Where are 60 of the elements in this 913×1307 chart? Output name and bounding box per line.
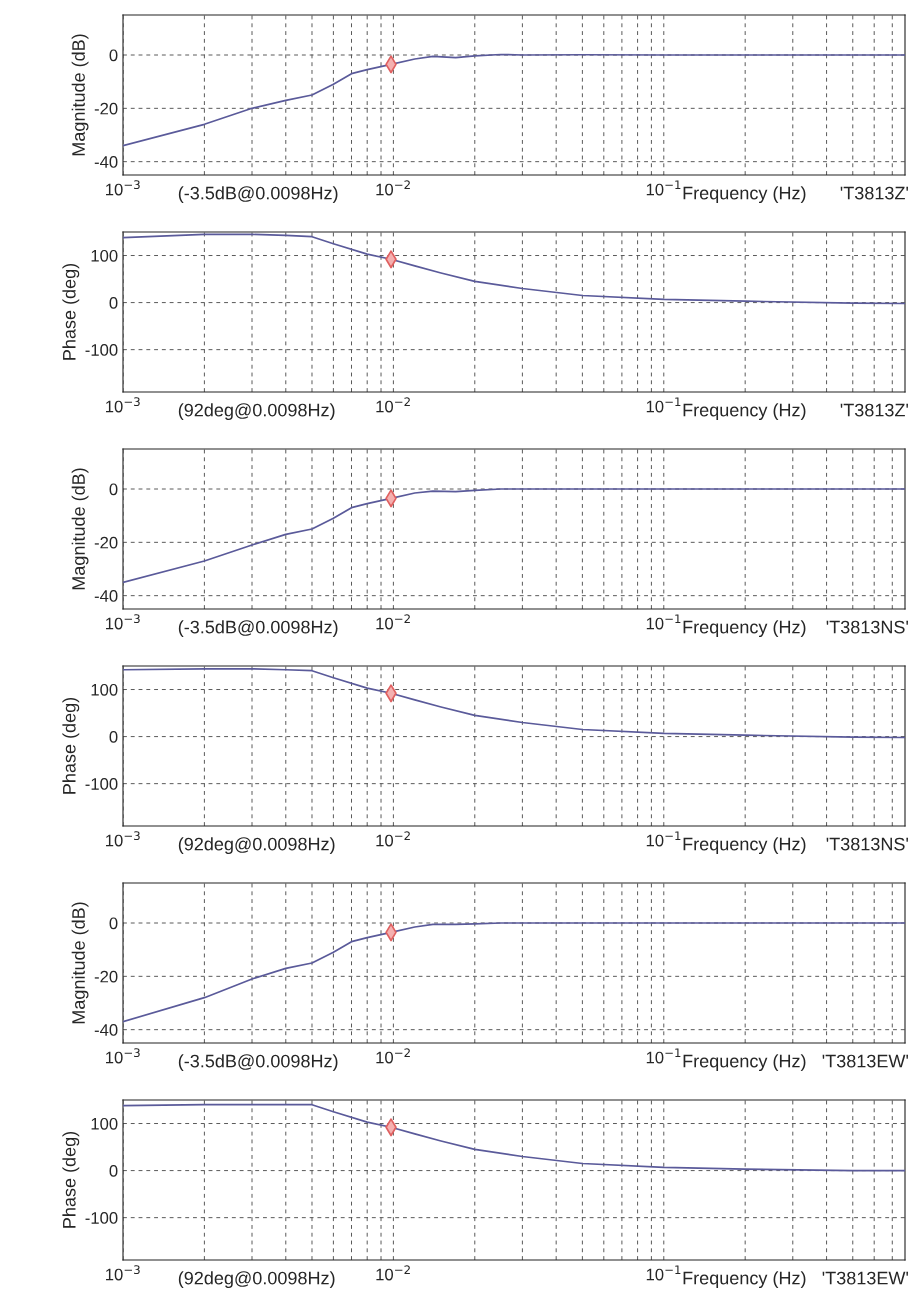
x-tick-label: 10$^{−1}$: [646, 1265, 681, 1281]
x-tick-label: 10$^{−1}$: [646, 831, 681, 847]
x-tick-label: 10$^{−2}$: [376, 1265, 410, 1281]
text: 'T3813NS': [826, 620, 909, 634]
x-axis-title: Frequency (Hz): [683, 837, 806, 855]
y-tick-label: -20: [94, 102, 118, 115]
y-axis-title: Magnitude (dB): [71, 902, 89, 1024]
y-tick-label: 0: [109, 917, 118, 930]
x-tick-label: 10$^{−3}$: [106, 1265, 140, 1281]
y-tick-label: 100: [91, 249, 118, 262]
y-tick-label: 0: [109, 296, 118, 309]
y-tick-label: 0: [109, 1164, 118, 1177]
x-tick-label: 10$^{−1}$: [646, 180, 681, 196]
x-tick-label: 10$^{−1}$: [646, 614, 681, 630]
x-tick-label: 10$^{−1}$: [646, 397, 681, 413]
y-tick-label: 0: [109, 730, 118, 743]
y-tick-label: 0: [109, 483, 118, 496]
x-axis-title: Frequency (Hz): [683, 403, 806, 421]
y-tick-label: 0: [109, 49, 118, 62]
y-tick-label: -20: [94, 536, 118, 549]
text: (-3.5dB@0.0098Hz): [178, 620, 338, 638]
text: 'T3813EW': [822, 1271, 908, 1285]
y-tick-label: -40: [94, 156, 118, 168]
x-tick-label: 10$^{−2}$: [376, 180, 410, 196]
text: (92deg@0.0098Hz): [178, 837, 335, 855]
x-tick-label: 10$^{−2}$: [376, 614, 410, 630]
y-tick-label: -40: [94, 1024, 118, 1036]
x-tick-label: 10$^{−3}$: [106, 397, 140, 413]
y-tick-label: -40: [94, 590, 118, 602]
y-tick-label: -100: [85, 1212, 118, 1224]
y-tick-label: -100: [85, 344, 118, 356]
x-tick-label: 10$^{−1}$: [646, 1048, 681, 1064]
x-tick-label: 10$^{−2}$: [376, 831, 410, 847]
y-axis-title: Magnitude (dB): [71, 468, 89, 590]
y-axis-title: Phase (deg): [62, 1131, 80, 1228]
text: 'T3813Z': [840, 403, 909, 417]
text: (92deg@0.0098Hz): [178, 1271, 335, 1289]
x-axis-title: Frequency (Hz): [683, 1054, 806, 1072]
text: (-3.5dB@0.0098Hz): [178, 186, 338, 204]
text: 'T3813Z': [840, 186, 909, 200]
x-axis-title: Frequency (Hz): [683, 1271, 806, 1289]
y-tick-label: 100: [91, 683, 118, 696]
text: (-3.5dB@0.0098Hz): [178, 1054, 338, 1072]
x-tick-label: 10$^{−2}$: [376, 1048, 410, 1064]
y-tick-label: 100: [91, 1117, 118, 1130]
y-tick-label: -20: [94, 970, 118, 983]
x-tick-label: 10$^{−3}$: [106, 614, 140, 630]
text: (92deg@0.0098Hz): [178, 403, 335, 421]
x-tick-label: 10$^{−3}$: [106, 180, 140, 196]
x-axis-title: Frequency (Hz): [683, 186, 806, 204]
x-tick-label: 10$^{−2}$: [376, 397, 410, 413]
y-axis-title: Phase (deg): [62, 263, 80, 360]
y-axis-title: Phase (deg): [62, 697, 80, 794]
x-tick-label: 10$^{−3}$: [106, 831, 140, 847]
text: 'T3813EW': [822, 1054, 908, 1068]
text: 'T3813NS': [826, 837, 909, 851]
x-axis-title: Frequency (Hz): [683, 620, 806, 638]
y-axis-title: Magnitude (dB): [71, 34, 89, 156]
y-tick-label: -100: [85, 778, 118, 790]
x-tick-label: 10$^{−3}$: [106, 1048, 140, 1064]
